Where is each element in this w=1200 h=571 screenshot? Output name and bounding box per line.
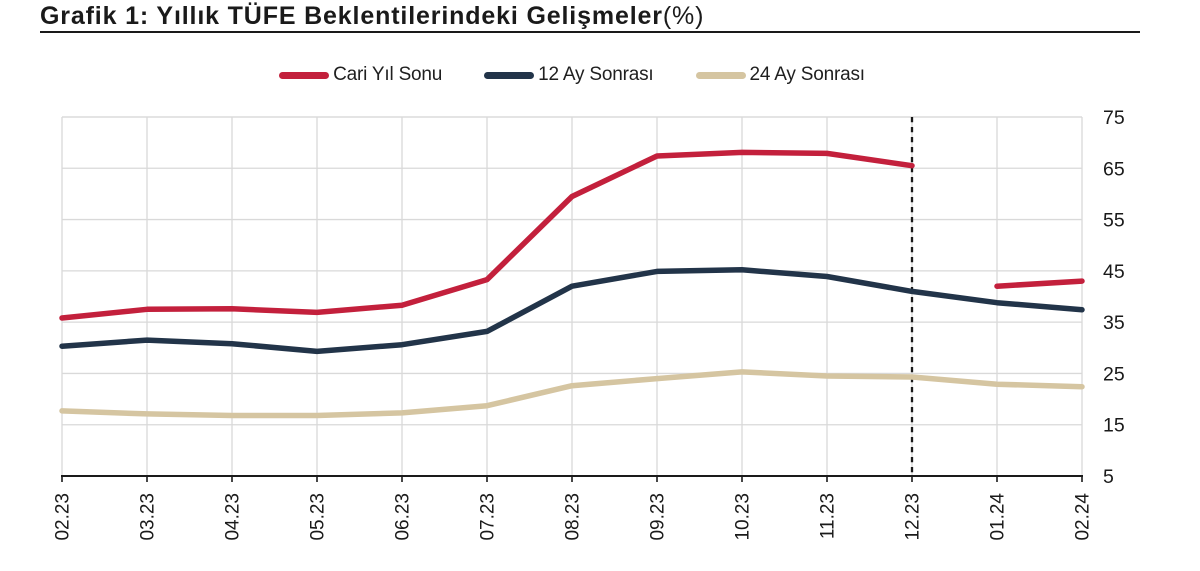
- x-axis-label-05.23: 05.23: [308, 493, 329, 541]
- x-axis-label-01.24: 01.24: [988, 493, 1009, 541]
- legend-label-1: Cari Yıl Sonu: [333, 64, 443, 85]
- chart-legend: Cari Yıl Sonu 12 Ay Sonrası 24 Ay Sonrası: [62, 63, 1082, 87]
- y-axis-label-65: 65: [1103, 158, 1125, 180]
- legend-item-3: 24 Ay Sonrası: [695, 64, 866, 86]
- series-line-1-seg1: [59, 149, 915, 321]
- legend-label-3: 24 Ay Sonrası: [749, 64, 866, 85]
- y-axis-label-25: 25: [1103, 363, 1125, 385]
- x-axis-label-03.23: 03.23: [138, 493, 159, 541]
- y-axis-label-5: 5: [1103, 466, 1114, 488]
- legend-swatch-3: [695, 71, 746, 79]
- y-axis-label-45: 45: [1103, 261, 1125, 283]
- chart-title: Grafik 1: Yıllık TÜFE Beklentilerindeki …: [40, 2, 704, 31]
- x-axis-label-09.23: 09.23: [648, 493, 669, 541]
- series-line-1-seg2: [994, 278, 1085, 289]
- series-line-2: [59, 267, 1085, 355]
- x-axis-label-02.24: 02.24: [1073, 493, 1094, 541]
- legend-swatch-1: [279, 71, 330, 79]
- legend-item-1: Cari Yıl Sonu: [279, 64, 442, 86]
- series-line-3: [59, 369, 1085, 419]
- legend-label-2: 12 Ay Sonrası: [538, 64, 654, 85]
- x-axis-label-07.23: 07.23: [478, 493, 499, 541]
- chart-title-unit: (%): [662, 2, 705, 30]
- x-axis-label-06.23: 06.23: [393, 493, 414, 541]
- title-underline: [40, 31, 1140, 33]
- x-axis-label-08.23: 08.23: [563, 493, 584, 541]
- y-axis-label-55: 55: [1103, 210, 1125, 232]
- chart-title-text: Grafik 1: Yıllık TÜFE Beklentilerindeki …: [40, 2, 663, 30]
- legend-item-2: 12 Ay Sonrası: [484, 64, 654, 86]
- x-axis-label-12.23: 12.23: [903, 493, 924, 541]
- x-axis-label-11.23: 11.23: [818, 493, 839, 539]
- legend-swatch-2: [484, 71, 535, 79]
- y-axis-label-35: 35: [1103, 312, 1125, 334]
- x-axis-label-02.23: 02.23: [53, 493, 74, 541]
- x-axis-label-04.23: 04.23: [223, 493, 244, 541]
- y-axis-label-75: 75: [1103, 107, 1125, 129]
- y-axis-label-15: 15: [1103, 415, 1125, 437]
- x-axis-label-10.23: 10.23: [733, 493, 754, 541]
